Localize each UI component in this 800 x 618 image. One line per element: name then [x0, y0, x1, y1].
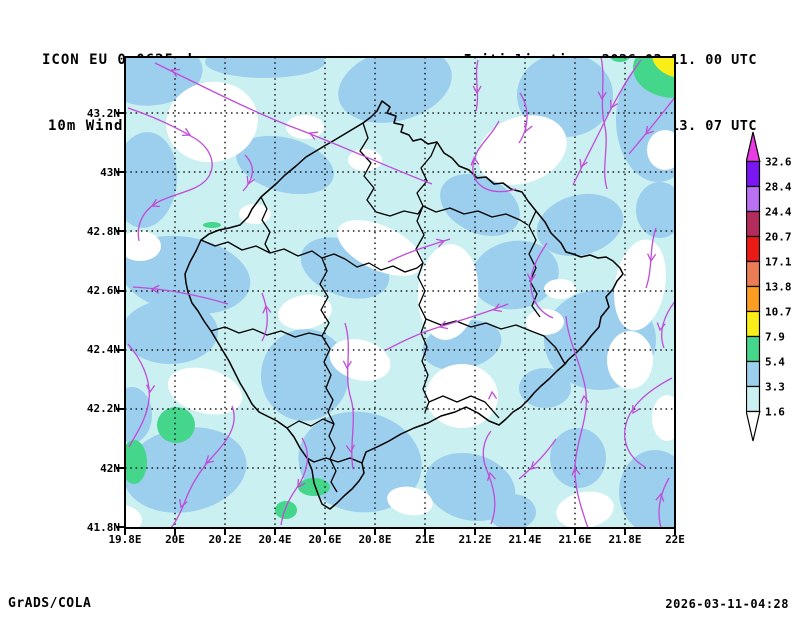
lon-tick-label: 20.6E	[308, 533, 342, 546]
lon-tick-mark	[174, 528, 176, 535]
lat-tick-label: 43N	[100, 165, 120, 179]
lon-tick-label: 21E	[415, 533, 435, 546]
lon-tick-label: 21.8E	[608, 533, 642, 546]
lon-tick-mark	[674, 528, 676, 535]
legend-segment	[746, 310, 761, 338]
lon-tick-mark	[124, 528, 126, 535]
legend-segment	[746, 285, 761, 313]
legend-value-label: 28.4	[765, 181, 792, 194]
legend-value-label: 5.4	[765, 356, 785, 369]
lat-tick-mark	[116, 171, 124, 174]
graticule-layer	[125, 57, 675, 528]
creation-timestamp: 2026-03-11-04:28	[665, 597, 789, 611]
grads-credit: GrADS/COLA	[8, 596, 92, 611]
lon-tick-label: 20.8E	[358, 533, 392, 546]
lon-tick-label: 21.4E	[508, 533, 542, 546]
legend-value-label: 17.1	[765, 256, 792, 269]
lon-tick-label: 20.2E	[208, 533, 242, 546]
lon-tick-mark	[424, 528, 426, 535]
lat-tick-label: 42N	[100, 461, 120, 475]
lon-tick-mark	[574, 528, 576, 535]
legend-value-label: 20.7	[765, 231, 792, 244]
lon-tick-label: 20.4E	[258, 533, 292, 546]
lon-tick-mark	[374, 528, 376, 535]
legend-value-label: 7.9	[765, 331, 785, 344]
lon-tick-mark	[224, 528, 226, 535]
map-frame	[124, 56, 676, 529]
legend-value-label: 32.6	[765, 156, 792, 169]
lat-tick-label: 43.2N	[86, 106, 120, 120]
lat-tick-mark	[116, 289, 124, 292]
lon-tick-mark	[624, 528, 626, 535]
legend-segment	[746, 235, 761, 263]
lon-tick-label: 22E	[665, 533, 685, 546]
lat-tick-mark	[116, 467, 124, 470]
lat-tick-mark	[116, 230, 124, 233]
legend-segment	[746, 210, 761, 238]
lon-tick-label: 21.2E	[458, 533, 492, 546]
municipality-boundaries	[200, 122, 566, 493]
legend-value-label: 3.3	[765, 381, 785, 394]
legend-value-label: 13.8	[765, 281, 792, 294]
legend-value-label: 1.6	[765, 406, 785, 419]
lat-tick-label: 42.8N	[86, 224, 120, 238]
lon-tick-label: 19.8E	[108, 533, 142, 546]
legend-segment	[746, 335, 761, 363]
legend-under-arrow	[746, 410, 761, 442]
lon-tick-label: 21.6E	[558, 533, 592, 546]
wind-streamline-layer	[127, 57, 675, 528]
lat-tick-mark	[116, 112, 124, 114]
legend-over-arrow	[746, 131, 761, 163]
lat-tick-label: 42.6N	[86, 284, 120, 297]
lon-tick-mark	[274, 528, 276, 535]
legend-segment	[746, 385, 761, 413]
lat-tick-mark	[116, 407, 124, 410]
legend-value-label: 24.4	[765, 206, 792, 219]
legend-segment	[746, 260, 761, 288]
country-outline	[184, 100, 624, 510]
legend-segment	[746, 160, 761, 188]
wind-speed-fill-layer	[125, 57, 675, 528]
lon-tick-mark	[474, 528, 476, 535]
lon-tick-mark	[524, 528, 526, 535]
lat-tick-mark	[116, 526, 124, 529]
legend-segment	[746, 360, 761, 388]
lat-tick-label: 42.2N	[86, 402, 120, 416]
colorbar-legend: 32.6 28.4 24.4 20.7 17.1 13.8 10.7 7.9 5.4 3.3 1.6	[746, 131, 792, 442]
lat-tick-mark	[116, 348, 124, 351]
legend-value-label: 10.7	[765, 306, 792, 319]
lon-tick-mark	[324, 528, 326, 535]
legend-segment	[746, 185, 761, 213]
lon-tick-label: 20E	[165, 533, 185, 546]
lat-tick-label: 41.8N	[86, 520, 120, 534]
kosovo-boundary-layer	[184, 100, 624, 510]
lat-tick-label: 42.4N	[86, 343, 120, 357]
